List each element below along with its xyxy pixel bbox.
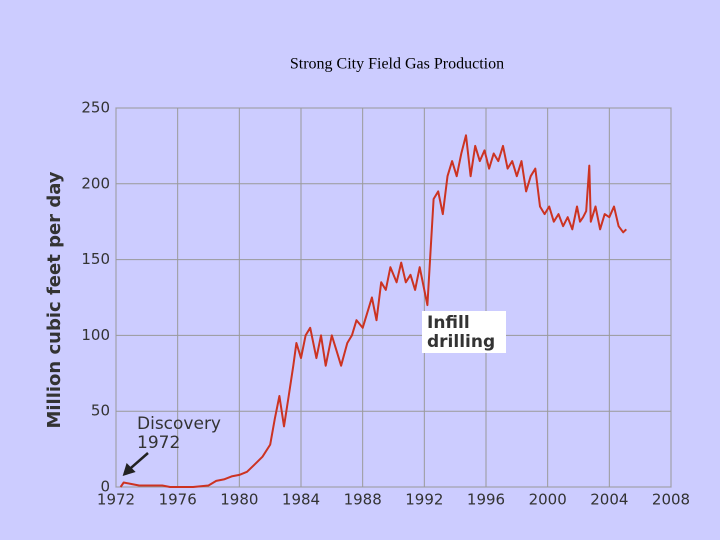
- annotation: Discovery: [137, 414, 221, 434]
- x-tick-label: 1984: [282, 491, 320, 509]
- arrow-head: [122, 462, 136, 476]
- data-line: [119, 134, 627, 488]
- annotation-box: [422, 311, 506, 353]
- arrow: [127, 452, 149, 471]
- y-tick-label: 50: [91, 402, 110, 420]
- y-tick-label: 200: [81, 174, 110, 192]
- x-tick-label: 1988: [344, 491, 382, 509]
- y-tick-label: 250: [81, 99, 110, 117]
- y-tick-label: 150: [81, 250, 110, 268]
- x-tick-label: 1980: [220, 491, 258, 509]
- y-tick-label: 0: [100, 478, 110, 496]
- y-axis-label: Million cubic feet per day: [44, 171, 65, 428]
- x-tick-label: 1992: [405, 491, 443, 509]
- x-tick-label: 1972: [97, 491, 135, 509]
- x-tick-label: 2004: [590, 491, 628, 509]
- annotation: 1972: [137, 433, 180, 453]
- annotation: drilling: [427, 332, 495, 352]
- y-tick-label: 100: [81, 326, 110, 344]
- x-tick-label: 1976: [159, 491, 197, 509]
- x-tick-label: 2000: [529, 491, 567, 509]
- x-tick-label: 2008: [652, 491, 690, 509]
- annotation: Infill: [427, 313, 470, 333]
- chart-title: Strong City Field Gas Production: [290, 56, 504, 73]
- x-tick-label: 1996: [467, 491, 505, 509]
